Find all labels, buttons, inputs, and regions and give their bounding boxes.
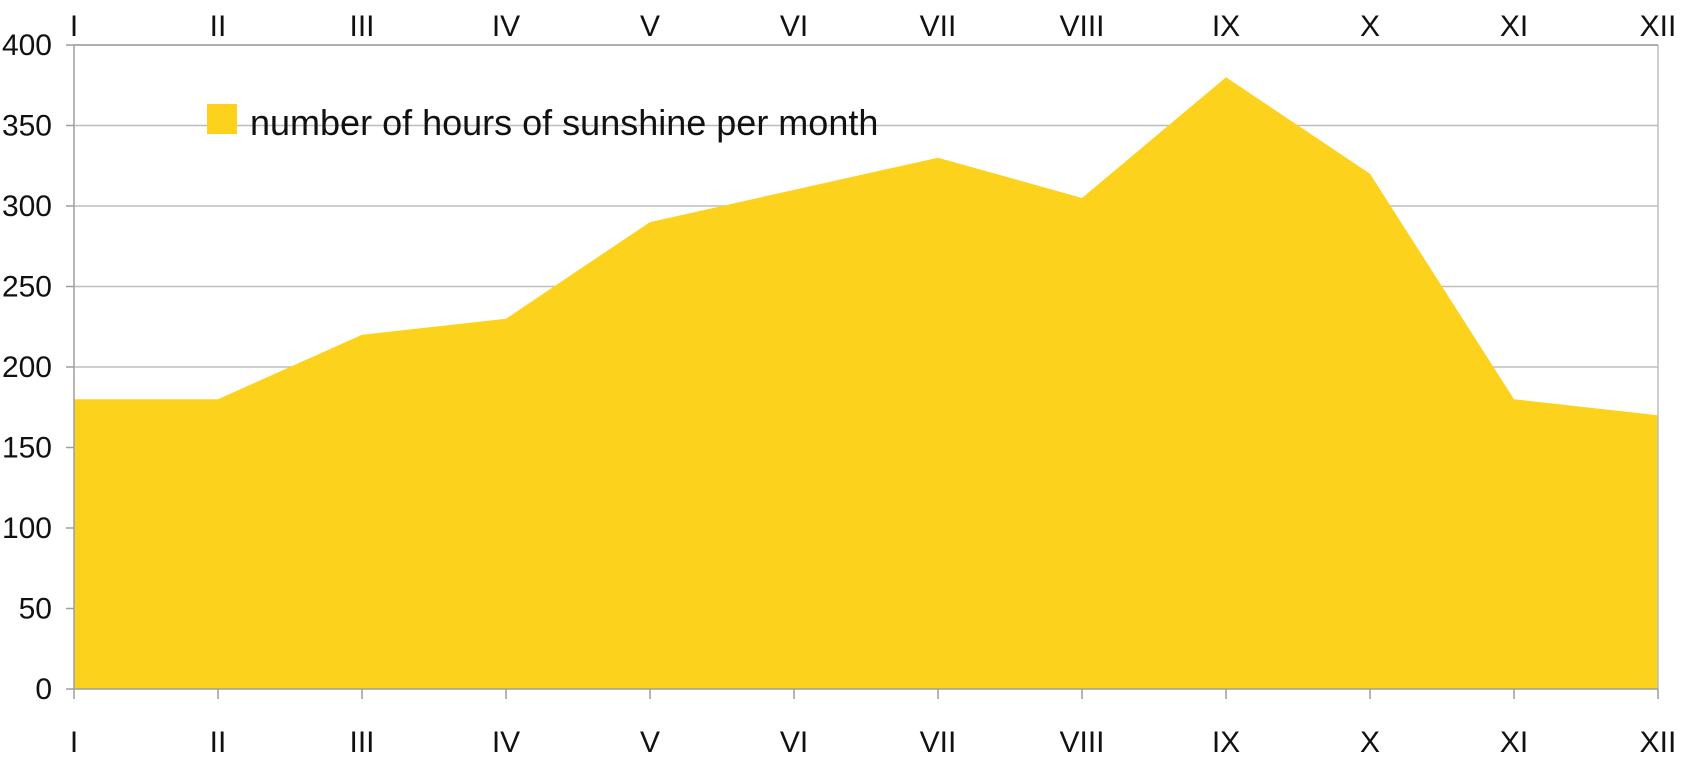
x-tick-label-bottom-III: III (349, 726, 374, 759)
y-tick-label-250: 250 (2, 271, 52, 304)
legend-swatch (207, 104, 237, 134)
x-tick-label-bottom-IX: IX (1212, 726, 1240, 759)
x-tick-label-bottom-VII: VII (920, 726, 957, 759)
x-tick-label-bottom-IV: IV (492, 726, 520, 759)
x-tick-label-top-V: V (640, 10, 660, 43)
y-tick-label-100: 100 (2, 512, 52, 545)
x-tick-label-top-IX: IX (1212, 10, 1240, 43)
x-tick-label-top-VII: VII (920, 10, 957, 43)
x-axis-top-tick-labels: I II III IV V VI VII VIII IX X XI XII (70, 10, 1677, 43)
y-tick-label-300: 300 (2, 190, 52, 223)
y-tick-label-350: 350 (2, 110, 52, 143)
y-tick-label-200: 200 (2, 351, 52, 384)
y-axis-tick-labels: 0 50 100 150 200 250 300 350 400 (2, 29, 52, 706)
x-tick-label-bottom-VI: VI (780, 726, 808, 759)
x-tick-label-top-XII: XII (1640, 10, 1677, 43)
y-tick-label-50: 50 (19, 593, 52, 626)
series-area (74, 77, 1658, 689)
legend-label: number of hours of sunshine per month (250, 102, 878, 143)
x-tick-label-top-X: X (1360, 10, 1380, 43)
legend: number of hours of sunshine per month (207, 102, 878, 143)
x-tick-label-top-VI: VI (780, 10, 808, 43)
x-tick-label-top-II: II (210, 10, 227, 43)
x-tick-label-bottom-XII: XII (1640, 726, 1677, 759)
x-tick-label-bottom-II: II (210, 726, 227, 759)
x-tick-label-top-VIII: VIII (1059, 10, 1104, 43)
x-tick-label-top-IV: IV (492, 10, 520, 43)
axes (66, 44, 1659, 699)
y-tick-label-0: 0 (35, 673, 52, 706)
x-tick-label-bottom-XI: XI (1500, 726, 1528, 759)
x-tick-label-bottom-VIII: VIII (1059, 726, 1104, 759)
x-tick-label-bottom-I: I (70, 726, 78, 759)
x-tick-label-top-I: I (70, 10, 78, 43)
y-tick-label-150: 150 (2, 432, 52, 465)
x-tick-label-bottom-X: X (1360, 726, 1380, 759)
x-axis-bottom-tick-labels: I II III IV V VI VII VIII IX X XI XII (70, 726, 1677, 759)
x-tick-label-bottom-V: V (640, 726, 660, 759)
x-tick-label-top-XI: XI (1500, 10, 1528, 43)
x-tick-label-top-III: III (349, 10, 374, 43)
y-tick-label-400: 400 (2, 29, 52, 62)
